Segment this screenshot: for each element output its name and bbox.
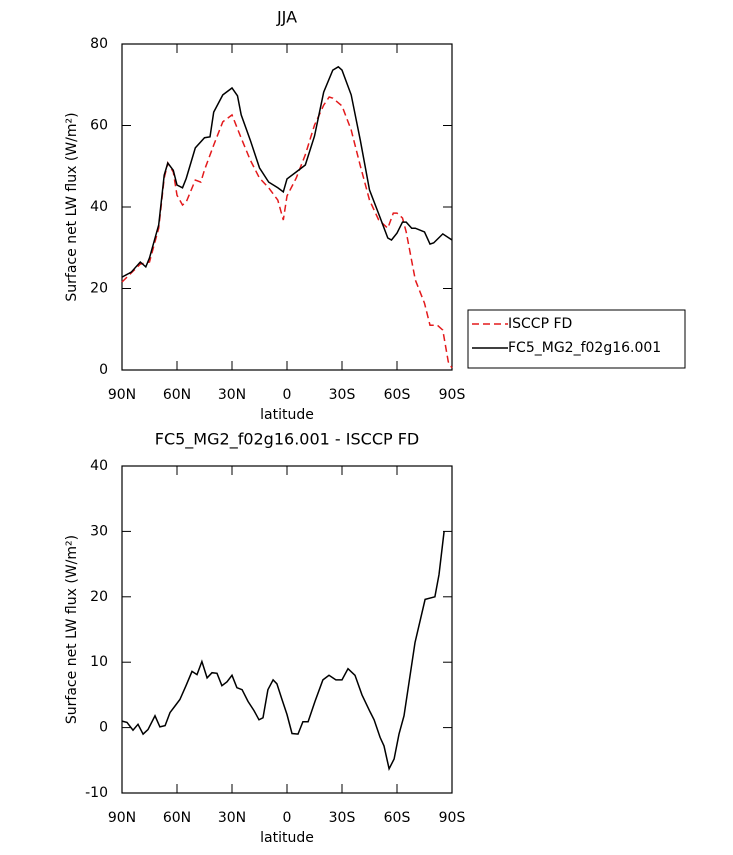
legend-label: ISCCP FD	[508, 316, 572, 332]
x-tick-label: 60S	[384, 387, 411, 403]
y-tick-label: 0	[99, 362, 108, 378]
y-tick-label: 30	[90, 523, 108, 539]
y-tick-label: 20	[90, 281, 108, 297]
x-tick-label: 90S	[439, 810, 466, 826]
x-tick-label: 30N	[218, 387, 246, 403]
y-tick-label: 80	[90, 36, 108, 52]
x-tick-label: 60N	[163, 810, 191, 826]
plot-frame	[121, 465, 453, 794]
x-tick-label: 60S	[384, 810, 411, 826]
y-tick-label: -10	[85, 785, 108, 801]
y-axis-label: Surface net LW flux (W/m²)	[64, 535, 80, 724]
x-tick-label: 90N	[108, 387, 136, 403]
x-tick-label: 90N	[108, 810, 136, 826]
x-tick-label: 0	[283, 810, 292, 826]
y-tick-label: 60	[90, 118, 108, 134]
chart-title: FC5_MG2_f02g16.001 - ISCCP FD	[155, 430, 420, 450]
chart-title: JJA	[276, 8, 297, 27]
x-tick-label: 60N	[163, 387, 191, 403]
x-tick-label: 30N	[218, 810, 246, 826]
y-tick-label: 20	[90, 589, 108, 605]
legend-label: FC5_MG2_f02g16.001	[508, 340, 661, 356]
x-axis-label: latitude	[260, 830, 314, 846]
y-tick-label: 40	[90, 199, 108, 215]
plot-frame	[121, 43, 453, 371]
data-line	[121, 96, 453, 369]
x-tick-label: 0	[283, 387, 292, 403]
legend-box	[467, 309, 686, 369]
x-tick-label: 30S	[329, 810, 356, 826]
y-tick-label: 10	[90, 654, 108, 670]
y-axis-label: Surface net LW flux (W/m²)	[64, 112, 80, 301]
y-tick-label: 40	[90, 458, 108, 474]
data-line	[121, 531, 445, 771]
x-tick-label: 90S	[439, 387, 466, 403]
x-axis-label: latitude	[260, 407, 314, 423]
y-tick-label: 0	[99, 720, 108, 736]
x-tick-label: 30S	[329, 387, 356, 403]
data-line	[121, 65, 453, 278]
